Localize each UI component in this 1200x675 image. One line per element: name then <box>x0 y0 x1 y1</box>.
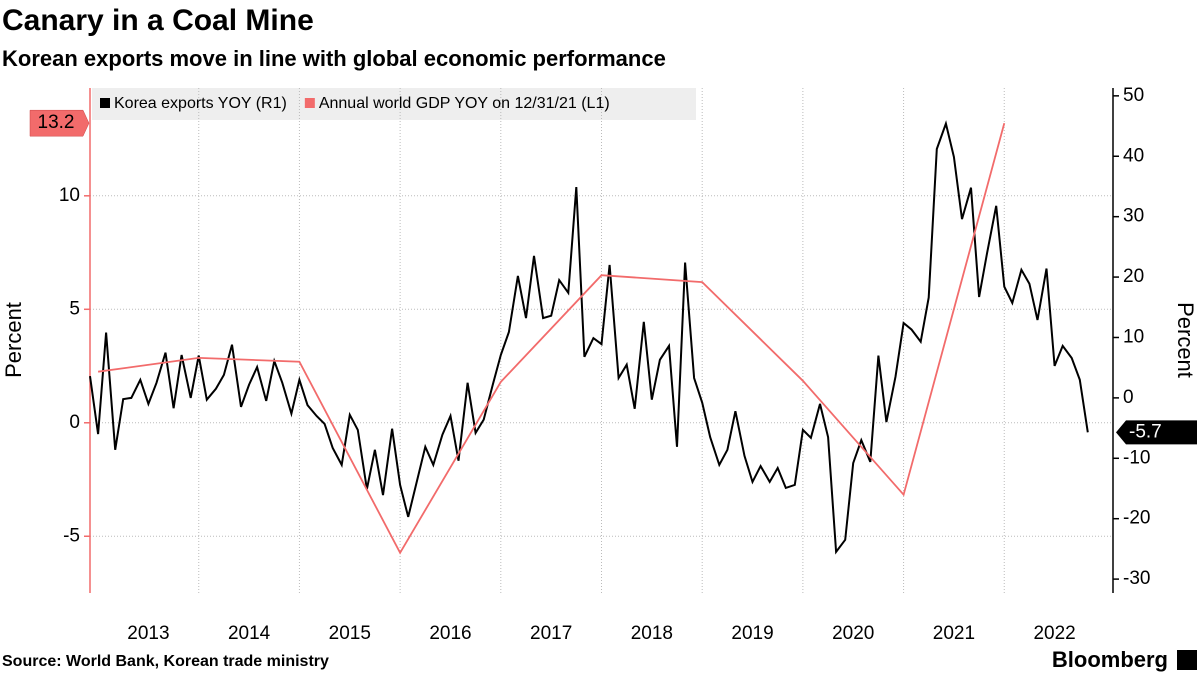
legend-swatch <box>304 98 315 108</box>
chart-title: Canary in a Coal Mine <box>2 4 314 37</box>
value-tag-label: -5.7 <box>1129 421 1162 442</box>
y-axis-title: Percent <box>1 302 26 378</box>
x-tick-label: 2021 <box>933 623 975 644</box>
y2-tick-label: 20 <box>1123 266 1144 287</box>
y2-tick-label: -20 <box>1123 508 1150 529</box>
y2-axis-title: Percent <box>1173 302 1198 378</box>
y2-tick-label: 10 <box>1123 326 1144 347</box>
y2-tick-label: 0 <box>1123 387 1134 408</box>
y-tick-label: 5 <box>69 298 80 319</box>
x-tick-label: 2013 <box>127 623 169 644</box>
legend-swatch <box>100 98 110 108</box>
brand-icon <box>1177 650 1197 670</box>
brand: Bloomberg <box>1052 647 1168 672</box>
y2-tick-label: 40 <box>1123 145 1144 166</box>
y2-tick-label: -10 <box>1123 447 1150 468</box>
x-tick-label: 2014 <box>228 623 271 644</box>
source-note: Source: World Bank, Korean trade ministr… <box>2 653 329 670</box>
legend-label: Annual world GDP YOY on 12/31/21 (L1) <box>319 95 610 112</box>
y-tick-label: 10 <box>59 185 80 206</box>
x-tick-label: 2017 <box>530 623 572 644</box>
value-tag <box>29 109 90 137</box>
legend-box <box>92 88 696 120</box>
value-tag-label: 13.2 <box>38 112 75 133</box>
x-tick-label: 2018 <box>631 623 673 644</box>
x-tick-label: 2022 <box>1033 623 1075 644</box>
y-tick-label: -5 <box>63 525 80 546</box>
x-tick-label: 2020 <box>832 623 874 644</box>
y2-tick-label: 50 <box>1123 85 1144 106</box>
y2-tick-label: -30 <box>1123 568 1150 589</box>
series-line <box>89 120 1089 555</box>
x-tick-label: 2019 <box>731 623 773 644</box>
y2-tick-label: 30 <box>1123 206 1144 227</box>
chart-subtitle: Korean exports move in line with global … <box>2 46 666 71</box>
x-tick-label: 2016 <box>429 623 471 644</box>
y-tick-label: 0 <box>69 412 80 433</box>
x-tick-label: 2015 <box>329 623 371 644</box>
series-line <box>97 122 1006 555</box>
value-tag <box>1116 420 1197 445</box>
legend-label: Korea exports YOY (R1) <box>114 95 287 112</box>
